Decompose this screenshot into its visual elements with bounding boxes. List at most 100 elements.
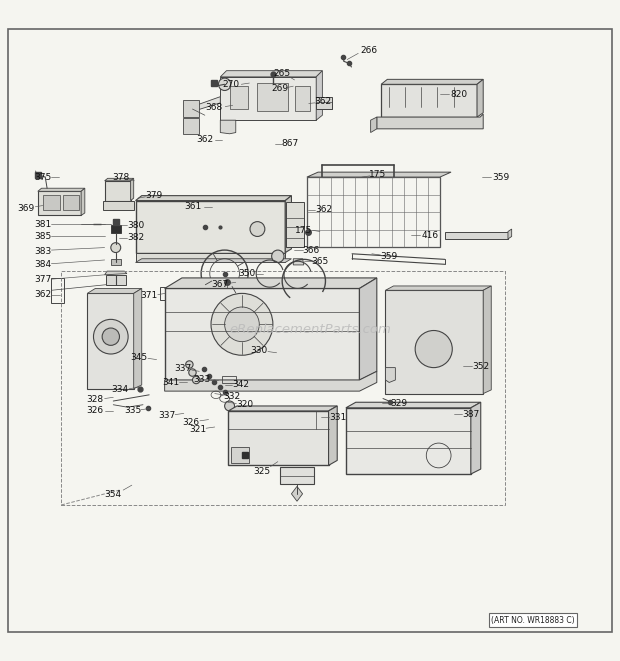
Polygon shape (228, 411, 329, 465)
Polygon shape (316, 97, 332, 109)
Text: 375: 375 (34, 173, 51, 182)
Text: 328: 328 (86, 395, 104, 405)
Polygon shape (103, 200, 134, 210)
Text: 175: 175 (370, 170, 387, 179)
Text: 362: 362 (34, 290, 51, 299)
Circle shape (94, 319, 128, 354)
Text: 337: 337 (158, 411, 175, 420)
Polygon shape (192, 97, 220, 112)
Text: 321: 321 (189, 425, 206, 434)
Bar (111, 258, 121, 265)
Polygon shape (291, 486, 303, 501)
Polygon shape (105, 178, 134, 181)
Text: 362: 362 (197, 136, 213, 145)
Polygon shape (377, 114, 483, 129)
Polygon shape (381, 85, 477, 117)
Bar (294, 86, 310, 111)
Polygon shape (386, 290, 483, 393)
Circle shape (218, 78, 231, 91)
Text: 387: 387 (463, 410, 479, 418)
Polygon shape (87, 293, 134, 389)
Text: 175: 175 (295, 226, 312, 235)
Polygon shape (445, 231, 508, 239)
Polygon shape (371, 117, 377, 133)
Bar (316, 102, 332, 109)
Text: 334: 334 (111, 385, 128, 395)
Text: 416: 416 (422, 231, 438, 240)
Polygon shape (346, 403, 480, 408)
Bar (51, 278, 64, 303)
Polygon shape (285, 196, 291, 253)
Text: 385: 385 (34, 232, 51, 241)
Text: 359: 359 (381, 252, 398, 261)
Text: 383: 383 (34, 247, 51, 256)
Text: 820: 820 (450, 90, 467, 98)
Text: 380: 380 (127, 221, 144, 230)
Polygon shape (508, 229, 512, 239)
Bar (286, 238, 304, 247)
Text: 329: 329 (391, 399, 407, 408)
Polygon shape (81, 188, 85, 215)
Circle shape (224, 401, 234, 411)
Text: 384: 384 (34, 260, 51, 270)
Text: 352: 352 (472, 362, 489, 371)
Text: 369: 369 (17, 204, 34, 213)
Text: eReplacementParts.com: eReplacementParts.com (229, 323, 391, 336)
Circle shape (272, 250, 284, 262)
Text: 331: 331 (329, 412, 347, 422)
Polygon shape (136, 253, 285, 262)
Text: 366: 366 (303, 246, 320, 254)
Polygon shape (381, 79, 483, 85)
Polygon shape (316, 71, 322, 120)
Text: 368: 368 (205, 103, 223, 112)
Text: 326: 326 (183, 418, 200, 426)
Bar (222, 375, 236, 383)
Bar (61, 271, 505, 505)
Text: 345: 345 (131, 352, 148, 362)
Circle shape (185, 361, 193, 368)
Bar (257, 83, 288, 111)
Polygon shape (165, 278, 377, 288)
Polygon shape (228, 406, 337, 411)
Bar (286, 202, 304, 247)
Bar (106, 275, 126, 285)
Bar (286, 218, 304, 227)
Text: 359: 359 (492, 173, 509, 182)
Text: 367: 367 (211, 280, 228, 290)
Polygon shape (477, 79, 483, 117)
Text: 326: 326 (86, 407, 104, 415)
Circle shape (192, 376, 200, 383)
Circle shape (415, 330, 452, 368)
Polygon shape (220, 71, 322, 77)
Bar (231, 447, 249, 463)
Circle shape (224, 307, 259, 342)
Text: 325: 325 (253, 467, 270, 476)
Text: 361: 361 (184, 202, 201, 212)
Text: 266: 266 (361, 46, 378, 56)
Text: 379: 379 (146, 191, 162, 200)
Text: 382: 382 (127, 233, 144, 242)
Bar (183, 100, 198, 117)
Text: 270: 270 (222, 80, 239, 89)
Text: 377: 377 (34, 275, 51, 284)
Polygon shape (220, 120, 236, 134)
Polygon shape (346, 408, 471, 474)
Text: (ART NO. WR18883 C): (ART NO. WR18883 C) (491, 615, 575, 625)
Text: 354: 354 (105, 490, 122, 499)
Text: 269: 269 (272, 83, 289, 93)
Polygon shape (105, 181, 131, 200)
Circle shape (188, 369, 196, 376)
Polygon shape (280, 467, 314, 484)
Text: 350: 350 (238, 269, 255, 278)
Polygon shape (165, 371, 377, 391)
Bar (307, 177, 440, 247)
Text: 362: 362 (314, 97, 331, 106)
Text: 320: 320 (236, 400, 254, 409)
Bar (43, 195, 60, 210)
Polygon shape (307, 172, 451, 177)
Polygon shape (38, 191, 81, 215)
Text: 362: 362 (315, 206, 332, 214)
Polygon shape (471, 403, 480, 474)
Text: 867: 867 (281, 139, 299, 148)
Text: 342: 342 (232, 381, 249, 389)
